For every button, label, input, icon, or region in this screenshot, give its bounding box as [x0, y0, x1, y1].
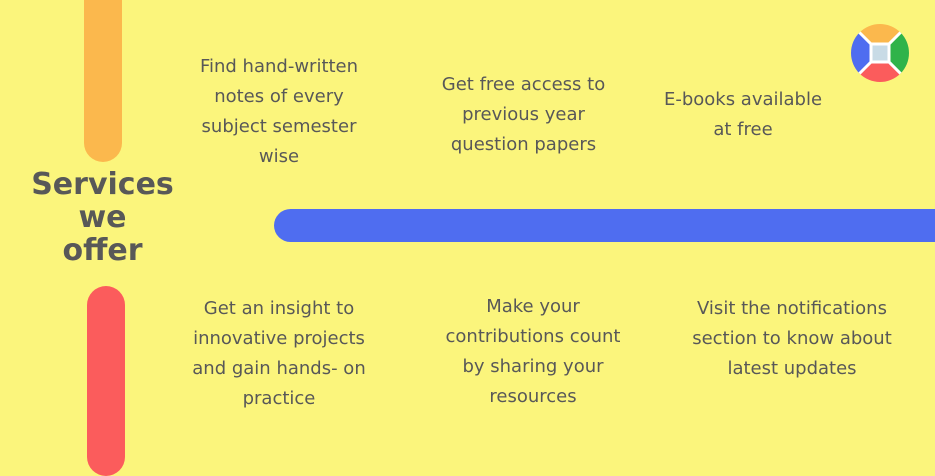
- heading-line: Services: [31, 167, 174, 202]
- four-color-circle-logo-icon: [851, 24, 909, 82]
- service-item-ebooks: E-books available at free: [663, 89, 823, 140]
- service-item-notes: Find hand-written notes of every subject…: [199, 56, 359, 167]
- decorative-bar-red: [87, 286, 125, 476]
- heading-line: offer: [62, 233, 143, 268]
- service-item-notifications: Visit the notifications section to know …: [692, 298, 892, 379]
- service-item-question-papers: Get free access to previous year questio…: [441, 74, 606, 155]
- heading-line: we: [78, 200, 127, 235]
- services-heading: Services we offer: [20, 168, 185, 267]
- service-item-projects: Get an insight to innovative projects an…: [192, 298, 366, 409]
- service-item-contributions: Make your contributions count by sharing…: [445, 296, 621, 407]
- decorative-bar-orange: [84, 0, 122, 162]
- decorative-bar-blue: [274, 209, 935, 242]
